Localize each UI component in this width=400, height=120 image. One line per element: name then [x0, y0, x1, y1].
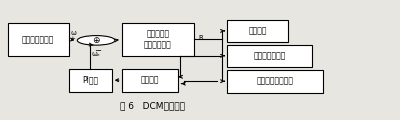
- Circle shape: [77, 36, 115, 45]
- Bar: [228, 20, 288, 42]
- Text: R: R: [198, 35, 203, 41]
- Text: 姿态信息: 姿态信息: [248, 26, 267, 35]
- Bar: [228, 70, 324, 93]
- Text: 三轴加速度信号: 三轴加速度信号: [253, 51, 286, 60]
- Text: ωₑ: ωₑ: [92, 51, 100, 57]
- Text: 三轴电子罗盘信号: 三轴电子罗盘信号: [257, 77, 294, 86]
- Text: PI控制: PI控制: [82, 76, 98, 85]
- Text: 运动学方程
计算与线性化: 运动学方程 计算与线性化: [144, 29, 172, 50]
- Bar: [122, 23, 194, 56]
- Text: ω: ω: [70, 30, 76, 36]
- Bar: [69, 69, 112, 92]
- Text: +: +: [69, 36, 75, 42]
- Text: 三轴陀螺仪信号: 三轴陀螺仪信号: [22, 35, 54, 44]
- Text: −: −: [94, 46, 101, 55]
- Bar: [228, 45, 312, 67]
- Bar: [8, 23, 69, 56]
- Text: ⊕: ⊕: [92, 36, 100, 45]
- Text: 漂移修正: 漂移修正: [141, 76, 159, 85]
- Bar: [122, 69, 178, 92]
- Text: 图 6   DCM算法框图: 图 6 DCM算法框图: [120, 102, 186, 111]
